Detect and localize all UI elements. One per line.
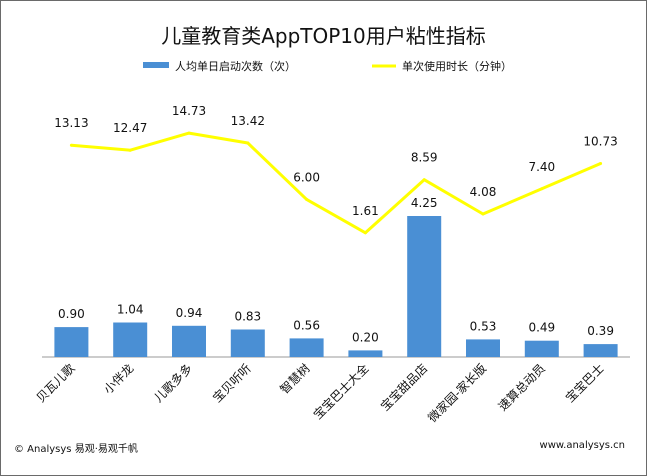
line-value-label: 14.73 bbox=[172, 104, 206, 118]
bar-value-label: 0.83 bbox=[234, 310, 261, 324]
legend-swatch-bars bbox=[143, 62, 169, 68]
line-value-label: 7.40 bbox=[528, 160, 555, 174]
line-value-label: 13.13 bbox=[54, 116, 88, 130]
bar bbox=[113, 322, 148, 357]
line-value-label: 6.00 bbox=[293, 170, 320, 184]
line-value-label: 8.59 bbox=[411, 151, 438, 165]
bar bbox=[524, 340, 559, 357]
line-value-label: 12.47 bbox=[113, 121, 147, 135]
x-tick-label: 宝宝巴士 bbox=[563, 361, 607, 405]
bar bbox=[348, 350, 383, 357]
legend-label-line: 单次使用时长（分钟） bbox=[402, 59, 512, 73]
x-tick-label: 小伴龙 bbox=[101, 361, 136, 396]
x-tick-label: 速算总动员 bbox=[495, 361, 548, 414]
bar-value-label: 4.25 bbox=[411, 196, 438, 210]
bar-value-label: 0.94 bbox=[176, 306, 203, 320]
bar-value-label: 0.56 bbox=[293, 318, 320, 332]
line-value-label: 1.61 bbox=[352, 204, 379, 218]
x-tick-label: 微家园-家长版 bbox=[425, 361, 490, 426]
bar bbox=[289, 338, 324, 357]
legend-label-bars: 人均单日启动次数（次） bbox=[175, 59, 296, 73]
bar bbox=[466, 339, 500, 357]
bar-value-label: 1.04 bbox=[117, 303, 144, 317]
x-tick-label: 宝宝巴士大全 bbox=[310, 361, 372, 423]
chart-title: 儿童教育类AppTOP10用户粘性指标 bbox=[161, 24, 486, 48]
bar bbox=[407, 216, 442, 357]
x-tick-label: 智慧树 bbox=[277, 361, 313, 397]
line-value-label: 13.42 bbox=[231, 114, 265, 128]
bar-value-label: 0.39 bbox=[587, 324, 614, 338]
footer-website: www.analysys.cn bbox=[539, 440, 625, 451]
line-series bbox=[71, 131, 602, 235]
x-tick-label: 贝瓦儿歌 bbox=[33, 361, 78, 406]
bar-value-label: 0.53 bbox=[470, 319, 497, 333]
x-tick-label: 宝贝听听 bbox=[210, 361, 254, 405]
bar bbox=[230, 329, 265, 357]
bar-value-label: 0.20 bbox=[352, 330, 379, 344]
bar bbox=[54, 327, 89, 357]
line-value-label: 4.08 bbox=[470, 185, 497, 199]
bar bbox=[172, 325, 206, 357]
bar bbox=[583, 344, 618, 357]
bar-value-label: 0.49 bbox=[528, 321, 555, 335]
x-tick-label: 宝宝甜品店 bbox=[378, 361, 430, 413]
line-value-label: 10.73 bbox=[583, 135, 617, 149]
bar-value-label: 0.90 bbox=[58, 307, 85, 321]
footer-source: © Analysys 易观·易观千帆 bbox=[14, 444, 138, 455]
x-tick-label: 儿歌多多 bbox=[151, 361, 196, 406]
